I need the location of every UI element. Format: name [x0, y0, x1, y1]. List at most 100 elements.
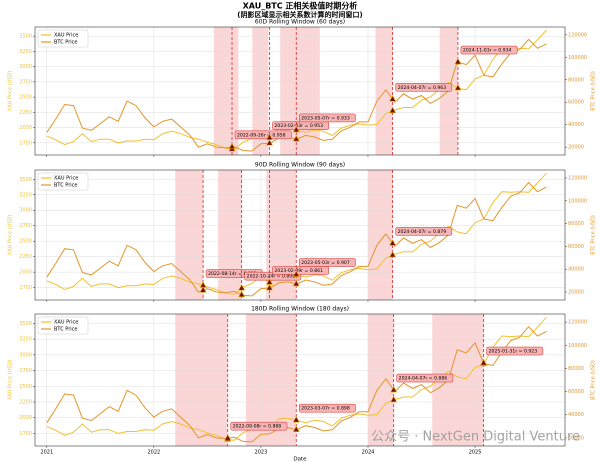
- y-axis-label: XAU Price (USD): [8, 215, 14, 256]
- extreme-marker: [292, 279, 300, 287]
- annotation-label: 2023-03-07r = 0.898: [301, 406, 350, 412]
- y2-tick-label: 20000: [568, 145, 584, 151]
- y-tick-label: 2500: [19, 239, 32, 245]
- y-tick-label: 1750: [19, 431, 32, 437]
- legend-box: [37, 29, 89, 48]
- y2-tick-label: 100000: [568, 198, 587, 204]
- x-tick-label: 2023: [255, 450, 268, 456]
- extreme-marker: [389, 95, 397, 102]
- extreme-marker: [454, 57, 462, 65]
- y-axis-label: XAU Price (USD): [8, 360, 14, 401]
- extreme-marker: [228, 142, 236, 150]
- extreme-marker: [292, 135, 300, 142]
- annotation-label: 2023-05-07r = 0.933: [301, 115, 350, 121]
- y-tick-label: 2000: [19, 125, 32, 131]
- y-tick-label: 3000: [19, 64, 32, 70]
- annotation-box: [230, 421, 288, 431]
- y-tick-label: 3250: [19, 192, 32, 198]
- y-tick-label: 1750: [19, 285, 32, 291]
- y2-tick-label: 40000: [568, 412, 584, 418]
- y2-tick-label: 20000: [568, 435, 584, 441]
- annotation-box: [299, 403, 356, 413]
- plot-frame: [34, 313, 566, 447]
- extreme-marker: [224, 434, 232, 441]
- y-tick-label: 3000: [19, 352, 32, 358]
- annotation-box: [395, 227, 453, 236]
- legend-label: BTC Price: [54, 40, 77, 46]
- x-tick-label: 2021: [40, 450, 53, 456]
- extreme-marker: [389, 106, 397, 114]
- annotation-box: [234, 130, 292, 140]
- y2-axis-label: BTC Price (USD): [591, 71, 597, 111]
- annotation-label: 2024-04-07r = 0.886: [399, 376, 448, 382]
- y2-tick-label: 60000: [568, 100, 584, 106]
- y-tick-label: 2750: [19, 223, 32, 229]
- annotation-label: 2022-09-08r = 0.888: [233, 424, 282, 430]
- annotation-box: [396, 373, 454, 383]
- window-span: [218, 170, 242, 300]
- x-tick-label: 2024: [362, 450, 375, 456]
- extreme-marker: [265, 283, 273, 291]
- extreme-marker: [265, 139, 273, 146]
- y2-tick-label: 100000: [568, 343, 587, 349]
- extreme-marker: [480, 358, 488, 366]
- x-tick-label: 2022: [147, 450, 160, 456]
- annotation-label: 2022-08-14r = 0.913: [208, 271, 257, 277]
- extreme-marker: [389, 239, 397, 246]
- annotation-label: 2023-02-03r = 0.953: [274, 123, 323, 129]
- window-span: [375, 27, 393, 155]
- window-span: [367, 170, 393, 300]
- y2-axis-label: BTC Price (USD): [591, 215, 597, 255]
- panel-title: 90D Rolling Window (90 days): [255, 162, 345, 169]
- annotation-box: [460, 45, 518, 55]
- extreme-marker: [238, 290, 246, 298]
- annotation-box: [395, 83, 453, 92]
- extreme-marker: [292, 125, 300, 133]
- y-tick-label: 3500: [19, 177, 32, 183]
- legend-box: [37, 316, 89, 335]
- y2-tick-label: 120000: [568, 32, 587, 38]
- window-span: [252, 27, 269, 155]
- legend-label: BTC Price: [54, 327, 77, 333]
- extreme-marker: [292, 270, 300, 277]
- y2-tick-label: 40000: [568, 267, 584, 273]
- extreme-marker: [292, 425, 300, 433]
- window-span: [175, 170, 204, 300]
- extreme-marker: [389, 250, 397, 258]
- watermark: 公众号 · NextGen Digital Venture: [371, 430, 580, 445]
- window-span: [213, 27, 239, 155]
- y2-tick-label: 20000: [568, 290, 584, 296]
- y-tick-label: 2500: [19, 95, 32, 101]
- y2-tick-label: 40000: [568, 122, 584, 128]
- extreme-marker: [199, 286, 207, 293]
- annotation-label: 2025-01-31r = 0.923: [489, 349, 538, 355]
- y-tick-label: 2500: [19, 384, 32, 390]
- annotation-label: 2024-04-07r = 0.879: [398, 229, 447, 235]
- y-tick-label: 3250: [19, 337, 32, 343]
- y-tick-label: 3500: [19, 34, 32, 40]
- x-axis-label: Date: [293, 457, 307, 462]
- y-tick-label: 2250: [19, 110, 32, 116]
- annotation-box: [299, 113, 356, 123]
- y2-tick-label: 80000: [568, 221, 584, 227]
- y-tick-label: 3000: [19, 208, 32, 214]
- extreme-marker: [238, 284, 246, 291]
- y-tick-label: 3250: [19, 49, 32, 55]
- y2-tick-label: 60000: [568, 389, 584, 395]
- extreme-marker: [390, 395, 398, 403]
- y2-tick-label: 120000: [568, 320, 587, 326]
- plot-frame: [34, 26, 566, 156]
- y2-axis-label: BTC Price (USD): [591, 360, 597, 400]
- x-tick-label: 2025: [469, 450, 482, 456]
- y-tick-label: 2000: [19, 270, 32, 276]
- figure-title: XAU_BTC 正相关极值时期分析: [243, 1, 358, 11]
- y-tick-label: 3500: [19, 321, 32, 327]
- annotation-label: 2022-09-26r = 0.958: [237, 132, 286, 138]
- y2-tick-label: 120000: [568, 175, 587, 181]
- y2-tick-label: 100000: [568, 55, 587, 61]
- y-tick-label: 2000: [19, 415, 32, 421]
- extreme-marker: [454, 83, 462, 91]
- annotation-box: [299, 258, 356, 267]
